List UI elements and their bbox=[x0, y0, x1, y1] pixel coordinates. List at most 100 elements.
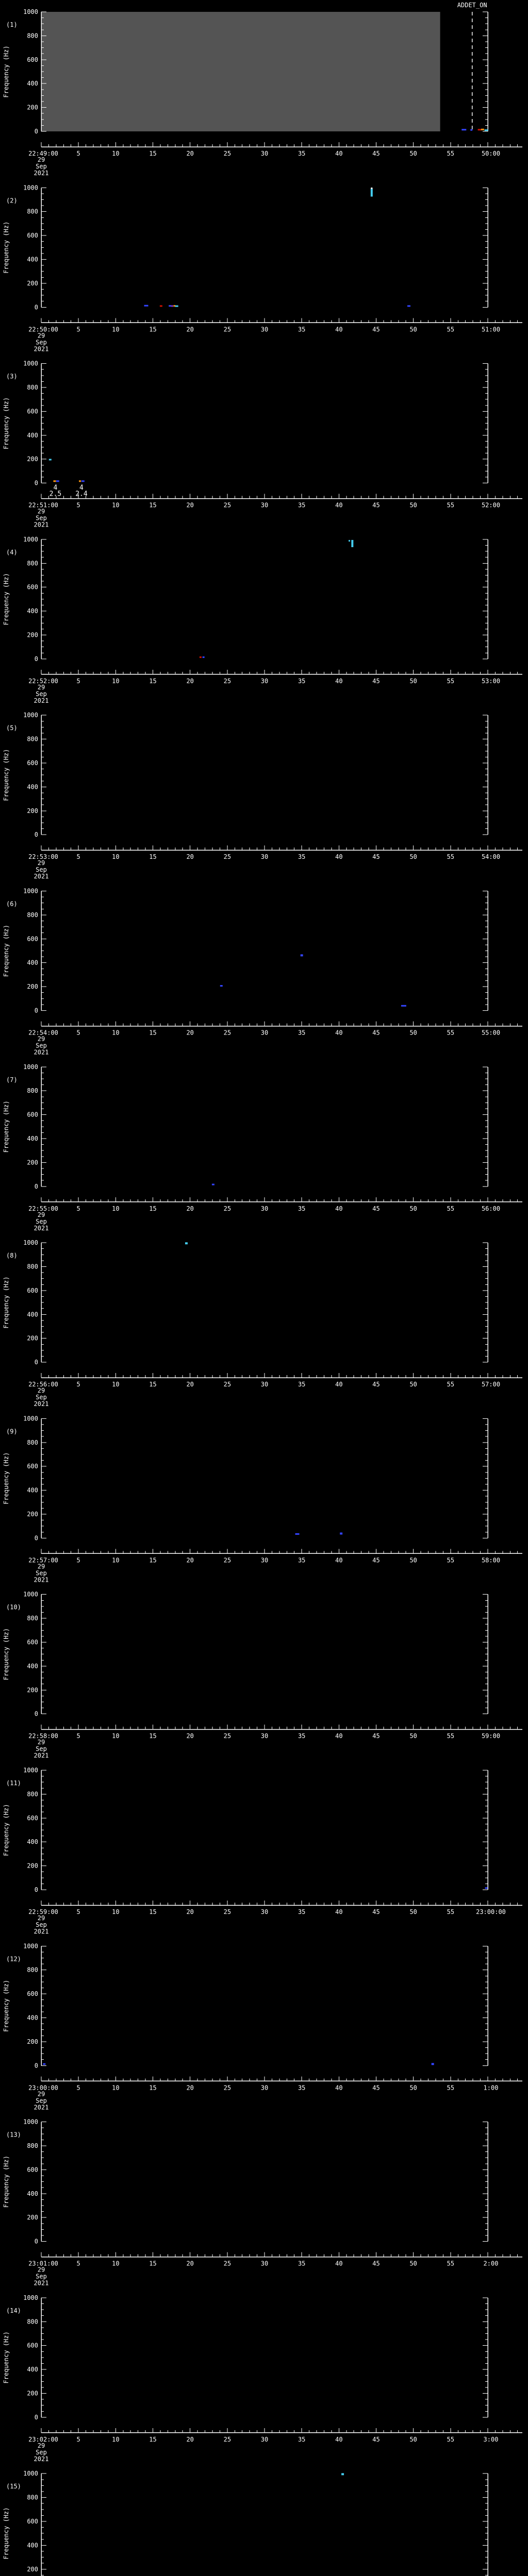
x-tick-label: 20 bbox=[186, 1029, 193, 1037]
x-tick-label: 55 bbox=[447, 853, 454, 860]
y-tick-label: 400 bbox=[27, 432, 38, 439]
y-tick-label: 600 bbox=[27, 1639, 38, 1646]
event-mark bbox=[211, 1183, 214, 1185]
x-tick-label: 15 bbox=[149, 2436, 156, 2443]
x-tick-label: 50 bbox=[409, 1205, 417, 1212]
start-time-label: 22:52:00 bbox=[28, 677, 58, 685]
x-tick-label: 20 bbox=[186, 2260, 193, 2267]
x-tick-label: 35 bbox=[298, 853, 305, 860]
y-tick-label: 0 bbox=[35, 1710, 38, 1718]
date-label-line: 2021 bbox=[34, 170, 49, 177]
x-tick-label: 10 bbox=[112, 2260, 119, 2267]
x-tick-label: 5 bbox=[77, 677, 80, 685]
y-tick-label: 200 bbox=[27, 2038, 38, 2045]
y-tick-label: 200 bbox=[27, 2214, 38, 2221]
panel-index-label: (14) bbox=[6, 2307, 21, 2314]
event-mark bbox=[407, 305, 411, 307]
spectrogram-panel-15: (15)Frequency (Hz)0200400600800100051015… bbox=[3, 2470, 488, 2576]
frequency-axis-label: Frequency (Hz) bbox=[3, 1804, 10, 1856]
frequency-axis-label: Frequency (Hz) bbox=[3, 749, 10, 801]
y-tick-label: 800 bbox=[27, 1967, 38, 1974]
date-label-line: Sep bbox=[36, 338, 47, 346]
x-tick-label: 10 bbox=[112, 1908, 119, 1916]
x-tick-label: 35 bbox=[298, 2260, 305, 2267]
end-time-label: 58:00 bbox=[482, 1556, 500, 1564]
x-tick-label: 35 bbox=[298, 1381, 305, 1388]
x-tick-label: 45 bbox=[372, 1556, 380, 1564]
x-tick-label: 40 bbox=[335, 1733, 342, 1740]
x-tick-label: 35 bbox=[298, 1029, 305, 1037]
start-time-label: 22:58:00 bbox=[28, 1733, 58, 1740]
y-tick-label: 800 bbox=[27, 32, 38, 39]
y-tick-label: 200 bbox=[27, 104, 38, 111]
event-mark bbox=[461, 129, 467, 131]
spectrogram-panel-10: (10) Frequency (Hz) 0 200 400 600 800 1000 5 10 15… bbox=[3, 1591, 522, 1759]
x-tick-label: 45 bbox=[372, 502, 380, 509]
x-tick-label: 50 bbox=[409, 1381, 417, 1388]
y-tick-label: 0 bbox=[35, 1886, 38, 1893]
date-label-line: Sep bbox=[36, 690, 47, 698]
x-tick-label: 30 bbox=[261, 326, 268, 333]
x-tick-label: 30 bbox=[261, 2436, 268, 2443]
y-tick-label: 200 bbox=[27, 1335, 38, 1342]
x-tick-label: 40 bbox=[335, 853, 342, 860]
y-tick-label: 200 bbox=[27, 632, 38, 639]
y-tick-label: 200 bbox=[27, 2390, 38, 2397]
event-mark bbox=[81, 480, 85, 482]
end-time-label: 1:00 bbox=[484, 2084, 499, 2091]
x-tick-label: 25 bbox=[224, 502, 231, 509]
x-tick-label: 50 bbox=[409, 326, 417, 333]
y-tick-label: 200 bbox=[27, 1511, 38, 1518]
x-tick-label: 30 bbox=[261, 1205, 268, 1212]
x-tick-label: 25 bbox=[224, 677, 231, 685]
date-label-line: Sep bbox=[36, 2273, 47, 2280]
x-tick-label: 40 bbox=[335, 1029, 342, 1037]
end-time-label: 59:00 bbox=[482, 1733, 500, 1740]
panel-index-label: (6) bbox=[6, 901, 18, 908]
y-tick-label: 200 bbox=[27, 2566, 38, 2573]
x-tick-label: 55 bbox=[447, 1908, 454, 1916]
event-mark bbox=[481, 128, 484, 130]
x-tick-label: 15 bbox=[149, 502, 156, 509]
x-tick-label: 10 bbox=[112, 1381, 119, 1388]
frequency-axis-label: Frequency (Hz) bbox=[3, 2507, 10, 2560]
x-tick-label: 40 bbox=[335, 1205, 342, 1212]
x-tick-label: 5 bbox=[77, 1029, 80, 1037]
y-tick-label: 400 bbox=[27, 80, 38, 87]
x-tick-label: 45 bbox=[372, 2436, 380, 2443]
date-label-line: 2021 bbox=[34, 1752, 49, 1759]
event-mark bbox=[341, 2473, 344, 2476]
x-tick-label: 35 bbox=[298, 1908, 305, 1916]
x-tick-label: 25 bbox=[224, 853, 231, 860]
frequency-axis-label: Frequency (Hz) bbox=[3, 573, 10, 625]
frequency-axis-label: Frequency (Hz) bbox=[3, 1100, 10, 1153]
event-mark bbox=[351, 540, 354, 548]
start-time-label: 22:49:00 bbox=[28, 150, 58, 157]
y-tick-label: 0 bbox=[35, 1359, 38, 1366]
y-tick-label: 0 bbox=[35, 1183, 38, 1190]
date-label-line: 29 bbox=[38, 684, 45, 691]
event-mark bbox=[144, 304, 148, 307]
x-tick-label: 15 bbox=[149, 326, 156, 333]
frequency-axis-label: Frequency (Hz) bbox=[3, 1980, 10, 2032]
x-tick-label: 30 bbox=[261, 2260, 268, 2267]
y-tick-label: 800 bbox=[27, 1087, 38, 1094]
x-tick-label: 20 bbox=[186, 1205, 193, 1212]
x-tick-label: 25 bbox=[224, 2436, 231, 2443]
x-tick-label: 30 bbox=[261, 150, 268, 157]
y-tick-label: 600 bbox=[27, 935, 38, 942]
event-annotation-line: 4 bbox=[79, 484, 84, 492]
x-tick-label: 35 bbox=[298, 677, 305, 685]
x-tick-label: 50 bbox=[409, 1908, 417, 1916]
spectrogram-panel-9: (9) Frequency (Hz) 0 200 400 600 800 1000 5 10 15 2… bbox=[3, 1415, 522, 1583]
date-label-line: 29 bbox=[38, 156, 45, 163]
event-mark bbox=[295, 1533, 300, 1535]
x-tick-label: 5 bbox=[77, 326, 80, 333]
x-tick-label: 45 bbox=[372, 326, 380, 333]
start-time-label: 23:01:00 bbox=[28, 2260, 58, 2267]
x-tick-label: 15 bbox=[149, 1205, 156, 1212]
y-tick-label: 1000 bbox=[23, 1942, 38, 1950]
date-label-line: 29 bbox=[38, 1211, 45, 1218]
event-mark bbox=[79, 480, 81, 482]
x-tick-label: 45 bbox=[372, 2260, 380, 2267]
